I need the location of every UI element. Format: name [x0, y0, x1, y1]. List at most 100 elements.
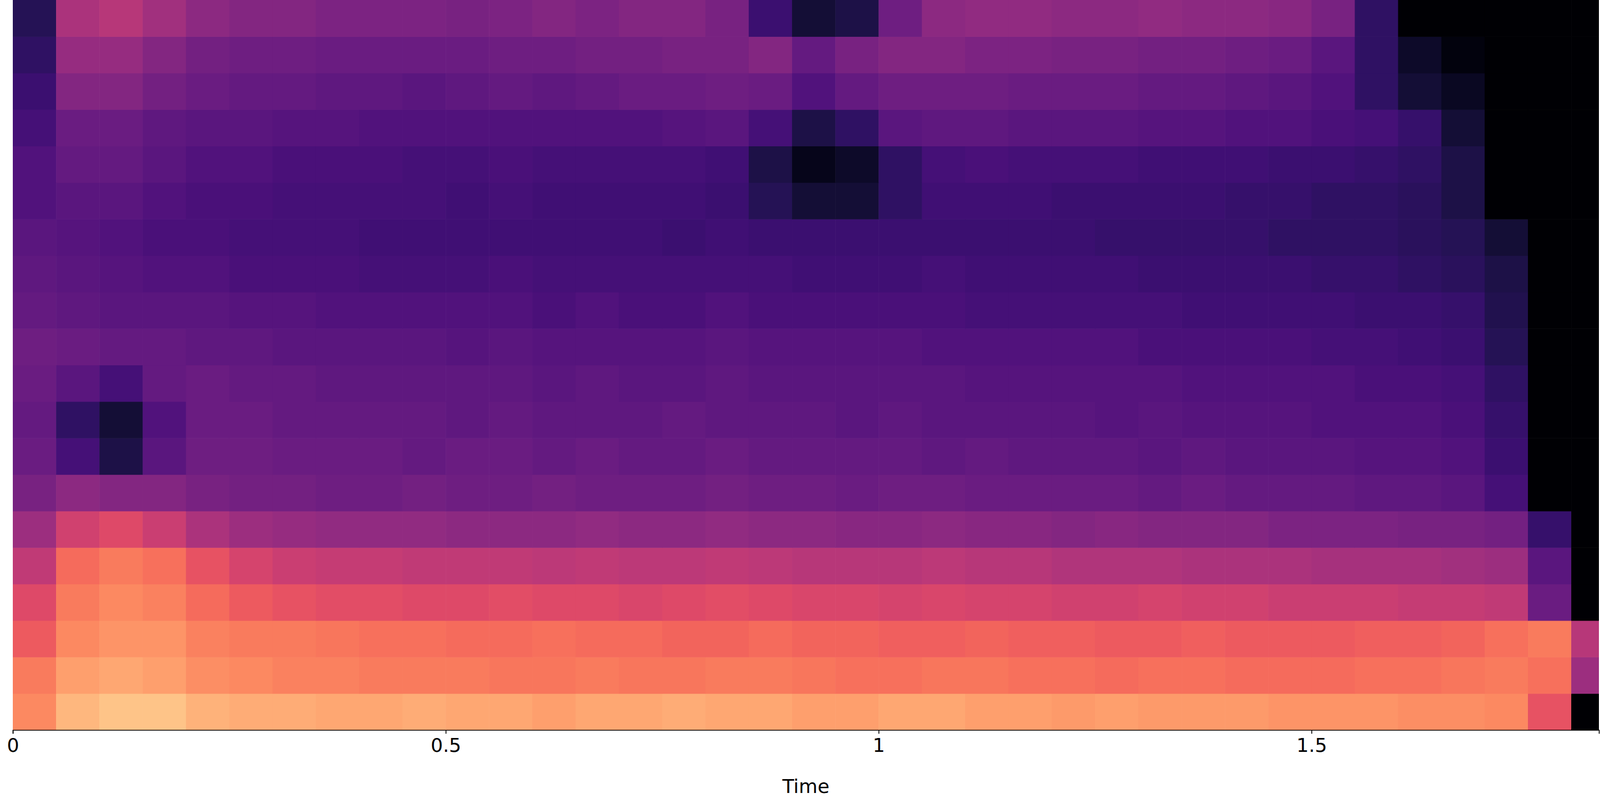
heatmap-cell [315, 218, 360, 256]
heatmap-cell [1571, 291, 1599, 329]
heatmap-cell [532, 36, 576, 74]
heatmap-cell [835, 583, 879, 621]
heatmap-cell [1224, 182, 1269, 220]
heatmap-cell [748, 0, 793, 37]
heatmap-cell [835, 401, 879, 439]
heatmap-cell [272, 583, 317, 621]
heatmap-cell [748, 365, 793, 402]
heatmap-cell [748, 656, 793, 694]
heatmap-cell [1051, 474, 1096, 512]
heatmap-cell [1138, 73, 1183, 110]
heatmap-cell [532, 656, 576, 694]
heatmap-cell [56, 583, 100, 621]
heatmap-cell [142, 510, 187, 548]
heatmap-cell [921, 437, 966, 475]
heatmap-cell [619, 0, 663, 37]
heatmap-cell [12, 291, 57, 329]
heatmap-cell [315, 73, 360, 110]
heatmap-cell [1051, 36, 1096, 74]
heatmap-cell [791, 583, 836, 621]
heatmap-cell [1224, 693, 1269, 730]
heatmap-cell [748, 547, 793, 584]
heatmap-cell [185, 656, 230, 694]
heatmap-cell [532, 328, 576, 366]
heatmap-cell [1355, 365, 1399, 402]
heatmap-cell [315, 109, 360, 147]
heatmap-cell [1527, 109, 1572, 147]
heatmap-cell [1268, 437, 1312, 475]
heatmap-cell [964, 547, 1009, 584]
heatmap-cell [445, 145, 490, 183]
heatmap-cell [705, 182, 750, 220]
heatmap-cell [315, 291, 360, 329]
heatmap-cell [229, 109, 274, 147]
heatmap-cell [1484, 583, 1529, 621]
heatmap-cell [1398, 583, 1443, 621]
heatmap-cell [445, 182, 490, 220]
heatmap-cell [1571, 109, 1599, 147]
heatmap-cell [532, 255, 576, 292]
heatmap-cell [1527, 656, 1572, 694]
heatmap-cell [185, 620, 230, 657]
x-axis-line [13, 730, 1600, 734]
heatmap-cell [315, 255, 360, 292]
heatmap-cell [1398, 36, 1443, 74]
heatmap-cell [1008, 109, 1053, 147]
heatmap-cell [445, 36, 490, 74]
heatmap-cell [272, 437, 317, 475]
heatmap-cell [532, 291, 576, 329]
heatmap-cell [791, 693, 836, 730]
heatmap-cell [532, 109, 576, 147]
heatmap-cell [532, 218, 576, 256]
heatmap-cell [575, 36, 620, 74]
heatmap-cell [488, 620, 533, 657]
heatmap-cell [921, 365, 966, 402]
heatmap-cell [359, 547, 403, 584]
heatmap-cell [705, 547, 750, 584]
heatmap-cell [835, 145, 879, 183]
heatmap-cell [99, 510, 144, 548]
heatmap-cell [315, 36, 360, 74]
heatmap-cell [575, 474, 620, 512]
heatmap-cell [1268, 656, 1312, 694]
heatmap-cell [1008, 145, 1053, 183]
heatmap-cell [921, 620, 966, 657]
heatmap-cell [1311, 291, 1356, 329]
heatmap-cell [1268, 0, 1312, 37]
heatmap-cell [1008, 437, 1053, 475]
heatmap-cell [964, 328, 1009, 366]
heatmap-cell [445, 0, 490, 37]
heatmap-cell [359, 583, 403, 621]
heatmap-cell [705, 255, 750, 292]
heatmap-cell [1138, 218, 1183, 256]
heatmap-cell [1181, 620, 1226, 657]
heatmap-cell [705, 73, 750, 110]
heatmap-cell [315, 693, 360, 730]
heatmap-cell [1008, 510, 1053, 548]
heatmap-cell [315, 401, 360, 439]
heatmap-cell [1527, 620, 1572, 657]
heatmap-cell [921, 693, 966, 730]
heatmap-cell [1355, 583, 1399, 621]
heatmap-cell [1311, 583, 1356, 621]
heatmap-cell [56, 547, 100, 584]
heatmap-cell [619, 365, 663, 402]
heatmap-cell [532, 182, 576, 220]
heatmap-cell [1571, 547, 1599, 584]
heatmap-cell [229, 620, 274, 657]
heatmap-cell [1051, 510, 1096, 548]
heatmap-cell [229, 145, 274, 183]
heatmap-cell [662, 291, 707, 329]
heatmap-cell [142, 182, 187, 220]
heatmap-cell [56, 474, 100, 512]
heatmap-cell [748, 401, 793, 439]
heatmap-cell [1355, 0, 1399, 37]
heatmap-cell [229, 255, 274, 292]
heatmap-cell [359, 656, 403, 694]
heatmap-cell [1571, 401, 1599, 439]
heatmap-cell [359, 109, 403, 147]
heatmap-cell [619, 109, 663, 147]
heatmap-cell [662, 583, 707, 621]
heatmap-cell [56, 401, 100, 439]
heatmap-cell [1095, 583, 1139, 621]
